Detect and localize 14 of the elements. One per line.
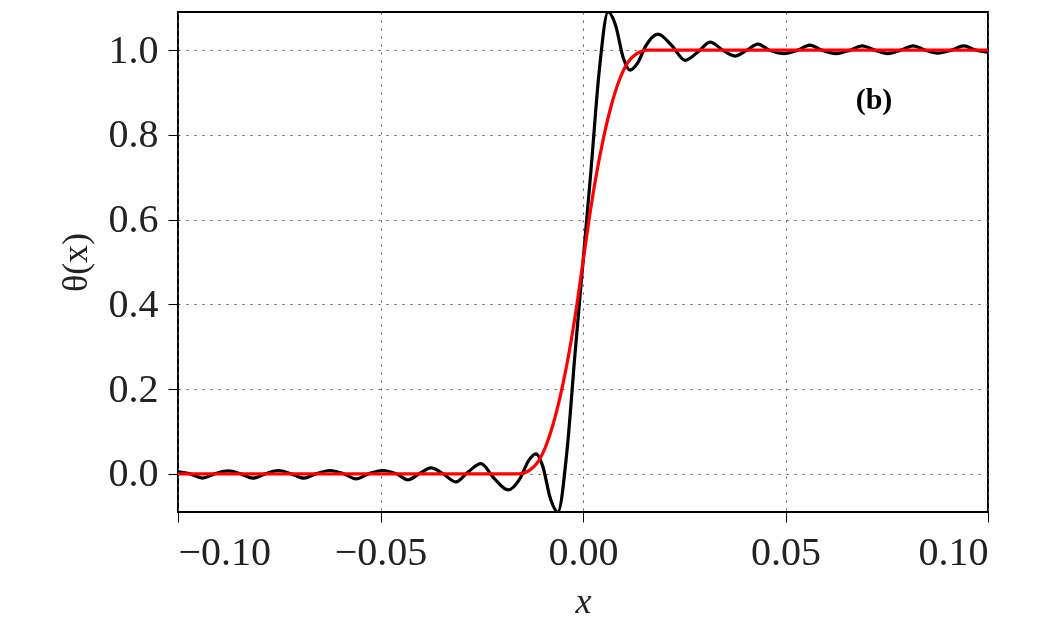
x-tick-label: 0.00 — [548, 528, 619, 574]
y-tick-label: 0.6 — [108, 196, 159, 242]
annotation: (b) — [855, 82, 893, 116]
y-tick-label: 0.8 — [108, 111, 159, 157]
y-tick-label: 0.0 — [108, 450, 159, 496]
x-tick-label: 0.05 — [751, 528, 821, 574]
x-tick-label: −0.05 — [334, 528, 428, 574]
x-tick-label: 0.10 — [918, 528, 989, 574]
y-axis-title: θ(x) — [54, 232, 95, 293]
x-axis-title: x — [574, 580, 592, 621]
y-tick-label: 1.0 — [108, 26, 159, 72]
y-tick-label: 0.2 — [108, 365, 159, 411]
y-tick-label: 0.4 — [108, 280, 159, 326]
x-tick-label: −0.10 — [178, 528, 272, 574]
